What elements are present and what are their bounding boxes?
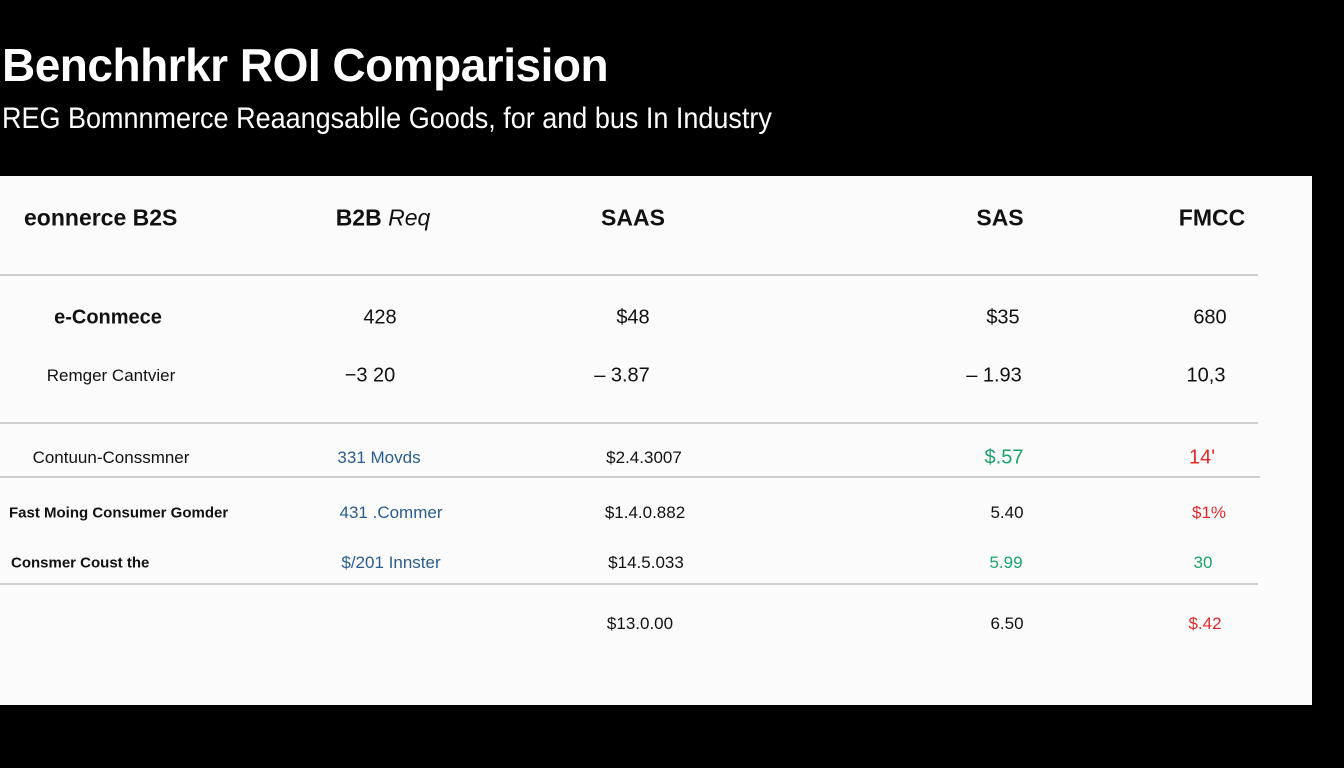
cell-fmcc: 14'	[1188, 446, 1216, 469]
header-col-sas: SAS	[976, 204, 1024, 231]
cell-fmcc: 10,3	[1186, 364, 1226, 387]
cell-sas: $.57	[984, 446, 1024, 469]
row-label: Contuun-Conssmner	[32, 448, 190, 467]
cell-b2b: $/201 Innster	[341, 553, 441, 572]
cell-saas: $2.4.3007	[606, 448, 682, 467]
header-b2b-text: B2B	[335, 204, 382, 231]
cell-sas: $35	[986, 306, 1020, 329]
roi-table: eonnerce B2S B2B Req SAAS SAS FMCC e-Con…	[0, 176, 1312, 705]
cell-fmcc: 30	[1193, 553, 1213, 572]
cell-sas: 5.99	[989, 553, 1023, 572]
page-subtitle: REG Bomnnmerce Reaangsablle Goods, for a…	[2, 102, 772, 135]
cell-fmcc: $1%	[1191, 503, 1227, 522]
cell-b2b: 431 .Commer	[339, 503, 443, 522]
row-label: Fast Moing Consumer Gomder	[9, 504, 229, 522]
row-label: Remger Cantvier	[46, 366, 176, 385]
cell-saas: $48	[616, 306, 650, 329]
divider	[0, 422, 1258, 424]
header-col-fmcc: FMCC	[1178, 204, 1246, 231]
row-label: Consmer Coust the	[11, 554, 150, 572]
divider	[0, 583, 1258, 585]
header-col-b2b: B2B Req	[336, 205, 431, 232]
cell-fmcc: 680	[1193, 306, 1227, 329]
cell-b2b: −3 20	[344, 364, 396, 387]
cell-b2b: 428	[363, 306, 397, 329]
cell-sas: – 1.93	[966, 364, 1022, 387]
cell-sas: 6.50	[990, 614, 1024, 633]
cell-fmcc: $.42	[1188, 614, 1222, 633]
cell-saas: – 3.87	[594, 364, 650, 387]
cell-saas: $14.5.033	[608, 553, 684, 572]
page-title: Benchhrkr ROI Comparision	[2, 39, 609, 91]
header-req-text: Req	[388, 204, 431, 231]
header-col-saas: SAAS	[601, 204, 665, 231]
divider	[0, 476, 1260, 478]
divider	[0, 274, 1258, 276]
cell-saas: $1.4.0.882	[604, 503, 686, 522]
header-col-category: eonnerce B2S	[24, 204, 178, 231]
row-label: e-Conmece	[54, 306, 162, 329]
cell-b2b: 331 Movds	[337, 448, 421, 467]
cell-saas: $13.0.00	[606, 614, 674, 633]
cell-sas: 5.40	[990, 503, 1024, 522]
